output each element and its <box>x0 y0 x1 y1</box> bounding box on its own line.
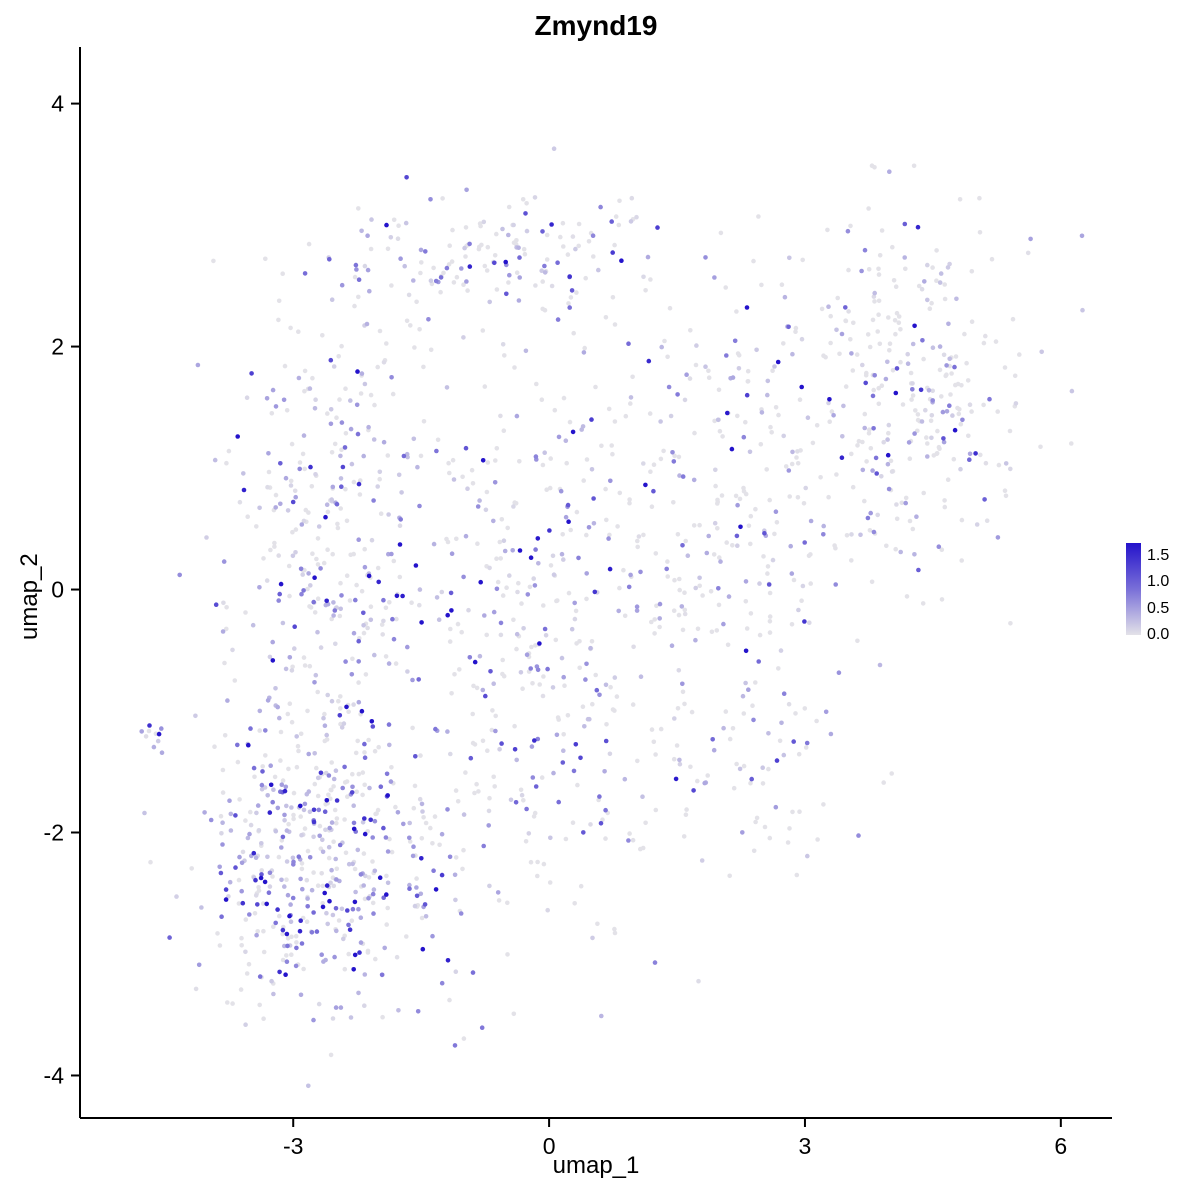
x-axis-label: umap_1 <box>552 1152 640 1179</box>
y-tick-label: -4 <box>44 1062 65 1088</box>
legend-tick-label: 1.0 <box>1147 573 1170 591</box>
legend-tick-label: 0.5 <box>1147 599 1170 617</box>
y-tick-label: 4 <box>51 91 64 117</box>
legend-tick-label: 1.5 <box>1147 547 1170 565</box>
legend-tick-label: 0.0 <box>1147 626 1170 643</box>
y-tick-label: 0 <box>51 577 64 603</box>
legend-colorbar <box>1126 543 1141 635</box>
axes: -3 0 3 6 -4 -2 0 2 4 <box>44 47 1112 1159</box>
scatter-points <box>139 146 1085 1089</box>
x-tick-label: 0 <box>543 1133 556 1159</box>
legend-tick-labels: 1.5 1.0 0.5 0.0 <box>1147 543 1195 643</box>
x-tick-label: 3 <box>799 1133 812 1159</box>
y-tick-label: -2 <box>44 820 64 846</box>
chart-title: Zmynd19 <box>534 10 658 41</box>
y-tick-label: 2 <box>51 334 64 360</box>
y-axis-label: umap_2 <box>16 553 43 640</box>
legend: 1.5 1.0 0.5 0.0 <box>1126 543 1196 643</box>
x-tick-label: 6 <box>1054 1133 1067 1159</box>
x-tick-label: -3 <box>283 1133 303 1159</box>
